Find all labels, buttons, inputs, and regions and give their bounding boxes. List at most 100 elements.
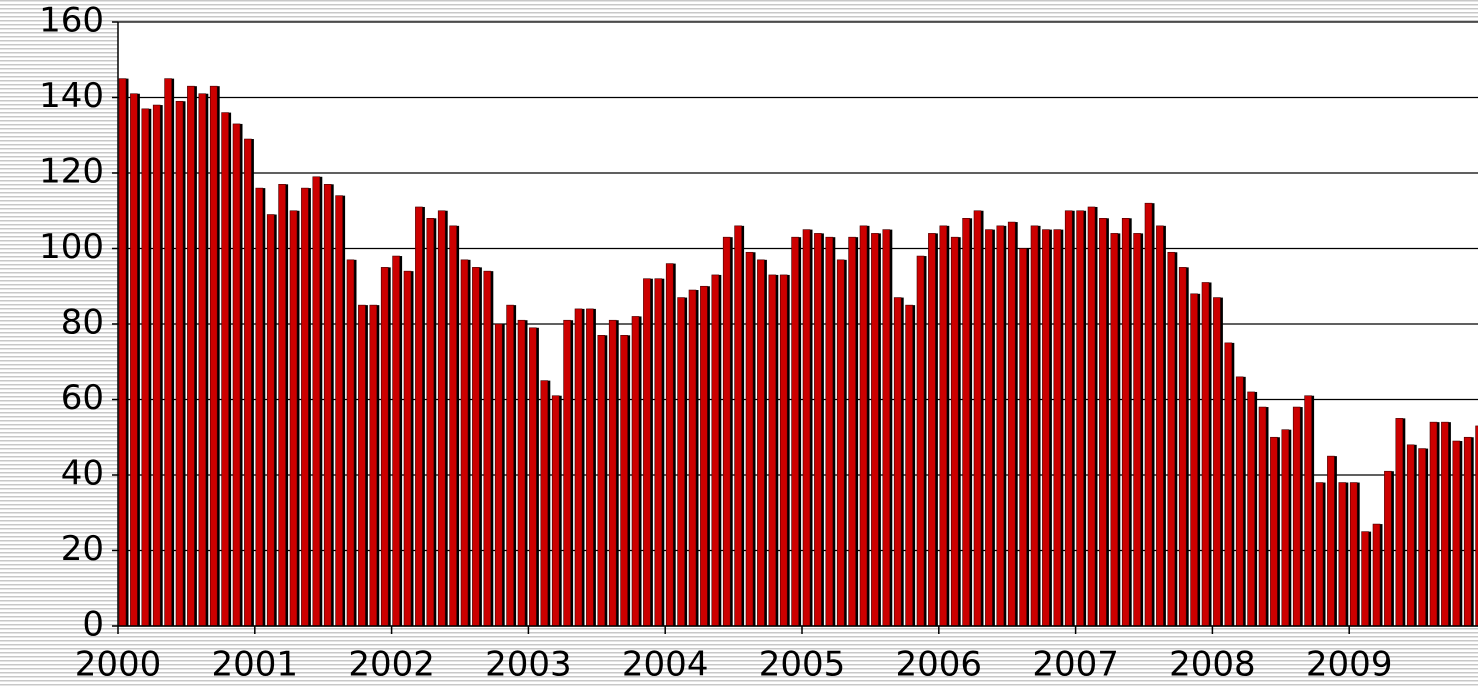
bar: [1247, 391, 1255, 627]
x-tick-label: 2004: [622, 645, 709, 685]
bar: [130, 93, 138, 627]
bar: [517, 319, 526, 627]
bar: [905, 304, 913, 627]
bar: [836, 259, 845, 627]
bar: [893, 297, 902, 627]
bar: [1110, 233, 1119, 627]
bar: [882, 229, 891, 627]
bar: [312, 176, 321, 627]
bar: [289, 210, 298, 627]
bar: [574, 308, 583, 627]
y-tick-label: 60: [61, 378, 104, 418]
bar: [1372, 523, 1381, 627]
bar: [791, 236, 799, 627]
bar: [631, 316, 640, 627]
bar: [483, 270, 492, 627]
y-tick-label: 80: [61, 303, 104, 343]
bar: [380, 267, 389, 627]
bar: [1030, 225, 1039, 627]
bar: [1133, 233, 1141, 627]
bar: [985, 229, 993, 627]
bar: [1338, 482, 1347, 627]
y-tick-label: 160: [39, 1, 104, 41]
bar: [1064, 210, 1073, 627]
y-tick-label: 40: [61, 454, 104, 494]
bar: [164, 78, 172, 627]
x-tick-label: 2008: [1169, 645, 1256, 685]
bar: [757, 259, 765, 627]
bar: [323, 184, 332, 627]
bar: [1235, 376, 1244, 627]
y-tick-label: 120: [39, 152, 104, 192]
bar: [278, 184, 286, 627]
bar: [141, 108, 150, 627]
bar: [916, 255, 925, 627]
bar: [962, 218, 970, 627]
bar: [1475, 425, 1478, 627]
x-tick-label: 2003: [485, 645, 572, 685]
bar: [1452, 440, 1461, 627]
bar: [928, 233, 936, 627]
bar: [1224, 342, 1233, 627]
bar: [1178, 267, 1187, 627]
bar: [1281, 429, 1290, 627]
bar: [1418, 448, 1426, 627]
bar: [1053, 229, 1062, 627]
bar: [335, 195, 343, 627]
bar: [1258, 406, 1267, 627]
bar: [711, 274, 720, 627]
bar: [825, 236, 834, 627]
bar: [688, 289, 697, 627]
bar: [677, 297, 685, 627]
bar: [426, 218, 435, 627]
bar: [1190, 293, 1198, 627]
bar: [1121, 218, 1130, 627]
bar: [620, 335, 628, 627]
bar: [1007, 221, 1016, 627]
bar: [665, 263, 674, 627]
x-tick-label: 2006: [896, 645, 983, 685]
bar: [403, 270, 412, 627]
bar: [369, 304, 378, 627]
bar: [472, 267, 480, 627]
bar: [1349, 482, 1358, 627]
bar: [266, 214, 275, 627]
bar: [1361, 531, 1369, 627]
x-tick-label: 2001: [212, 645, 299, 685]
bar: [1441, 421, 1449, 627]
bar: [437, 210, 446, 627]
bar: [551, 395, 560, 627]
bar: [232, 123, 241, 627]
bar: [654, 278, 663, 627]
bar: [1042, 229, 1050, 627]
bar: [1087, 206, 1096, 627]
x-tick-label: 2009: [1306, 645, 1393, 685]
bar: [540, 380, 549, 627]
bar: [563, 319, 571, 627]
bar: [1292, 406, 1301, 627]
y-tick-label: 140: [39, 76, 104, 116]
y-tick-label: 0: [82, 605, 104, 645]
bar: [597, 335, 606, 627]
bar: [779, 274, 788, 627]
bar: [358, 304, 366, 627]
bar: [118, 78, 127, 627]
bar: [506, 304, 514, 627]
bar: [209, 85, 218, 627]
bar: [244, 138, 252, 627]
bar: [152, 104, 161, 627]
bar: [1213, 297, 1221, 627]
bar: [1327, 455, 1335, 627]
bar: [494, 323, 503, 627]
bar: [939, 225, 948, 627]
bar: [1167, 251, 1176, 627]
bar: [1463, 436, 1472, 627]
bar: [529, 327, 537, 627]
bar: [848, 236, 856, 627]
bar: [608, 319, 617, 627]
x-tick-label: 2007: [1032, 645, 1119, 685]
bar: [1099, 218, 1107, 627]
bar: [1315, 482, 1324, 627]
